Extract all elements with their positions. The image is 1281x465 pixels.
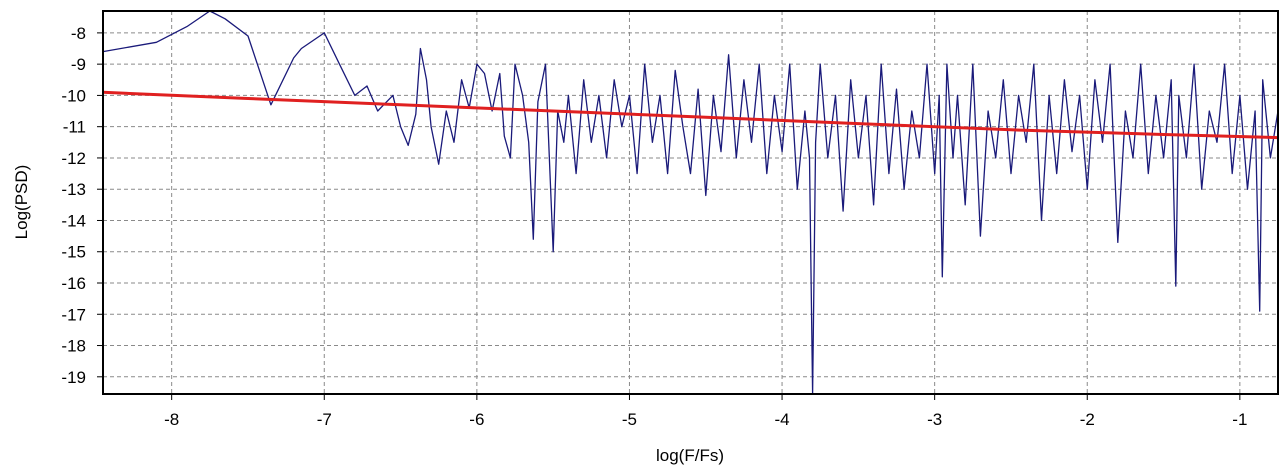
y-tick-label: -9 — [71, 55, 86, 74]
x-tick-label: -1 — [1232, 410, 1247, 429]
y-tick-label: -16 — [61, 274, 86, 293]
x-tick-label: -5 — [622, 410, 637, 429]
x-axis-ticks: -8 -7 -6 -5 -4 -3 -2 -1 — [164, 394, 1247, 429]
x-tick-label: -7 — [317, 410, 332, 429]
grid-lines — [103, 11, 1278, 394]
x-tick-label: -2 — [1080, 410, 1095, 429]
y-axis-label: Log(PSD) — [12, 165, 31, 240]
y-tick-label: -19 — [61, 368, 86, 387]
y-tick-label: -13 — [61, 180, 86, 199]
y-tick-label: -12 — [61, 149, 86, 168]
x-tick-label: -4 — [774, 410, 789, 429]
series-layer — [102, 10, 1279, 395]
x-tick-label: -3 — [927, 410, 942, 429]
y-tick-label: -8 — [71, 24, 86, 43]
y-axis-ticks: -8 -9 -10 -11 -12 -13 -14 -15 -16 -17 -18 -19 — [61, 24, 103, 387]
y-tick-label: -11 — [63, 118, 86, 137]
y-tick-label: -18 — [61, 337, 86, 356]
series-psd-line — [102, 10, 1279, 395]
y-tick-label: -15 — [61, 243, 86, 262]
x-tick-label: -8 — [164, 410, 179, 429]
y-tick-label: -17 — [61, 305, 86, 324]
series-fit-line — [102, 90, 1279, 140]
y-tick-label: -10 — [61, 86, 86, 105]
y-tick-label: -14 — [61, 211, 86, 230]
x-axis-label: log(F/Fs) — [656, 446, 724, 465]
plot-frame — [102, 10, 1279, 395]
plot-background — [103, 11, 1278, 394]
x-tick-label: -6 — [469, 410, 484, 429]
